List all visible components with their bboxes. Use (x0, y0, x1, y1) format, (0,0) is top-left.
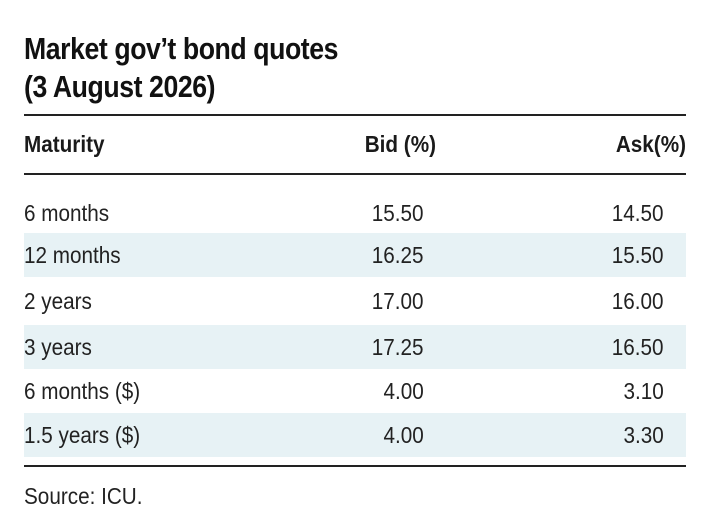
row-bid: 17.25 (372, 333, 424, 360)
title-line-1: Market gov’t bond quotes (24, 31, 339, 66)
table-row: 2 years 17.00 16.00 (24, 277, 686, 325)
table-header: Maturity Bid (%) Ask(%) (24, 116, 686, 173)
header-bid: Bid (%) (364, 131, 436, 157)
row-bid: 16.25 (372, 241, 424, 268)
table-title: Market gov’t bond quotes (3 August 2026) (24, 30, 593, 106)
bottom-rule (24, 465, 686, 467)
row-maturity: 6 months (24, 199, 110, 226)
row-ask: 16.00 (612, 287, 664, 314)
row-maturity: 1.5 years ($) (24, 421, 141, 448)
row-bid: 4.00 (383, 421, 424, 448)
row-maturity: 6 months ($) (24, 377, 141, 404)
row-ask: 14.50 (612, 199, 664, 226)
table-body: 6 months 15.50 14.50 12 months 16.25 15.… (24, 193, 686, 457)
table-row: 6 months ($) 4.00 3.10 (24, 369, 686, 413)
bond-quotes-table-card: Market gov’t bond quotes (3 August 2026)… (24, 30, 686, 510)
row-ask: 15.50 (612, 241, 664, 268)
table-row: 6 months 15.50 14.50 (24, 193, 686, 233)
row-ask: 3.30 (623, 421, 664, 448)
row-maturity: 3 years (24, 333, 92, 360)
row-ask: 16.50 (612, 333, 664, 360)
row-bid: 4.00 (383, 377, 424, 404)
header-maturity: Maturity (24, 131, 105, 157)
table-row: 12 months 16.25 15.50 (24, 233, 686, 277)
row-bid: 15.50 (372, 199, 424, 226)
table-row: 1.5 years ($) 4.00 3.30 (24, 413, 686, 457)
header-rule (24, 173, 686, 175)
top-rule (24, 114, 686, 116)
row-maturity: 12 months (24, 241, 121, 268)
source-text: Source: ICU. (24, 483, 143, 509)
title-line-2: (3 August 2026) (24, 69, 216, 104)
source-note: Source: ICU. (24, 483, 686, 510)
table-row: 3 years 17.25 16.50 (24, 325, 686, 369)
row-ask: 3.10 (623, 377, 664, 404)
row-maturity: 2 years (24, 287, 92, 314)
header-ask: Ask(%) (615, 131, 686, 157)
row-bid: 17.00 (372, 287, 424, 314)
